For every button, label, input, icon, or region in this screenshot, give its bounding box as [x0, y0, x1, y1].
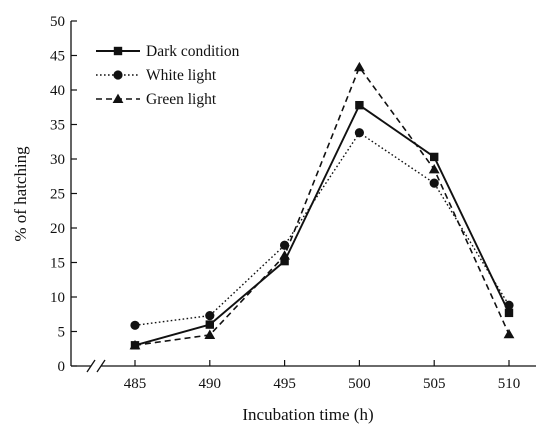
y-tick-label: 5	[58, 325, 66, 341]
y-tick-label: 35	[50, 118, 65, 134]
x-ticks: 485 490 495 500 505 510	[124, 360, 521, 392]
data-point-circle	[113, 70, 123, 80]
data-point-triangle	[428, 163, 440, 174]
y-tick-label: 45	[50, 49, 65, 65]
legend-label: Green light	[146, 91, 217, 108]
series-line	[134, 104, 510, 347]
y-tick-label: 25	[50, 187, 65, 203]
data-point-circle	[280, 240, 290, 250]
y-tick-label: 10	[50, 290, 65, 306]
data-point-square	[113, 46, 123, 56]
y-tick-label: 0	[58, 359, 66, 375]
data-point-circle	[354, 128, 364, 138]
data-point-square	[504, 308, 514, 318]
x-tick-label: 510	[498, 376, 521, 392]
legend-item: White light	[96, 67, 217, 84]
x-tick-label: 490	[199, 376, 222, 392]
axis-break-mark-left	[86, 359, 96, 373]
series-layer	[129, 61, 515, 350]
data-point-circle	[205, 311, 215, 321]
legend-item: Green light	[96, 91, 217, 108]
series-green-light	[129, 61, 515, 350]
y-ticks: 0 5 10 15 20 25 30 35 40 45 50	[50, 14, 77, 375]
data-point-square	[205, 320, 214, 329]
series-line	[134, 66, 510, 347]
x-axis-title: Incubation time (h)	[242, 405, 373, 424]
x-tick-label: 505	[423, 376, 446, 392]
x-tick-label: 495	[273, 376, 296, 392]
data-point-circle	[130, 320, 140, 330]
data-point-circle	[429, 178, 439, 188]
data-point-triangle	[503, 328, 515, 339]
legend-label: White light	[146, 67, 217, 84]
data-point-square	[355, 100, 364, 110]
y-axis-title: % of hatching	[11, 146, 30, 242]
data-point-triangle	[112, 93, 124, 104]
data-point-square	[430, 152, 439, 162]
legend-label: Dark condition	[146, 43, 240, 60]
axis-break-mark-right	[96, 359, 106, 373]
data-point-circle	[504, 300, 514, 310]
series-dark-condition	[130, 100, 514, 350]
legend: Dark condition White light Green light	[96, 43, 240, 108]
data-point-triangle	[354, 61, 365, 72]
y-tick-label: 50	[50, 14, 65, 30]
x-tick-label: 500	[348, 376, 371, 392]
x-axis-break	[86, 359, 106, 373]
x-tick-label: 485	[124, 376, 147, 392]
series-white-light	[130, 128, 514, 330]
y-tick-label: 30	[50, 152, 65, 168]
legend-item: Dark condition	[96, 43, 240, 60]
y-tick-label: 20	[50, 221, 65, 237]
data-point-square	[280, 256, 289, 266]
y-tick-label: 40	[50, 83, 65, 99]
data-point-triangle	[279, 250, 290, 260]
y-tick-label: 15	[50, 256, 65, 272]
data-point-triangle	[204, 329, 216, 339]
data-point-triangle	[129, 339, 141, 350]
